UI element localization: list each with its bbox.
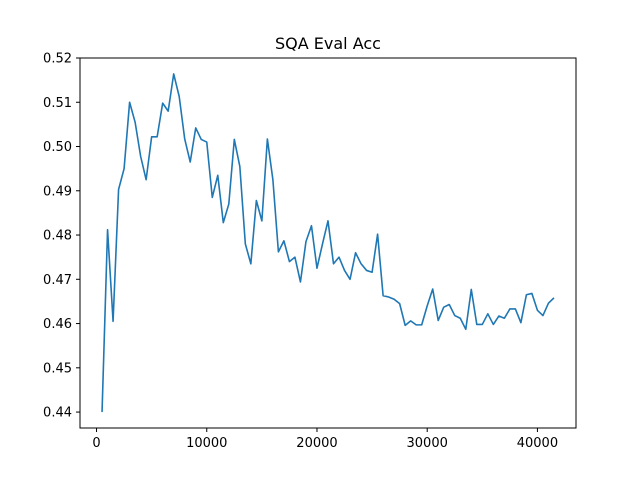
axis-ticks: 0 10000 20000 30000 40000 0.44 0.45 0.46 0.47 0.4… (43, 52, 558, 452)
series-line-0 (101, 73, 555, 413)
x-tick-label: 20000 (296, 436, 337, 451)
chart-title: SQA Eval Acc (275, 34, 381, 53)
x-tick-label: 0 (92, 436, 100, 451)
x-tick-label: 40000 (517, 436, 558, 451)
y-tick-label: 0.44 (43, 406, 72, 421)
y-tick-label: 0.52 (43, 52, 72, 67)
y-tick-label: 0.46 (43, 317, 72, 332)
x-tick-label: 10000 (186, 436, 227, 451)
series-layer (101, 73, 555, 413)
y-tick-label: 0.49 (43, 184, 72, 199)
x-tick-label: 30000 (407, 436, 448, 451)
y-tick-label: 0.50 (43, 140, 72, 155)
plot-area-frame (79, 57, 577, 429)
y-tick-label: 0.51 (43, 96, 72, 111)
y-tick-label: 0.45 (43, 361, 72, 376)
y-tick-label: 0.48 (43, 229, 72, 244)
y-tick-label: 0.47 (43, 273, 72, 288)
